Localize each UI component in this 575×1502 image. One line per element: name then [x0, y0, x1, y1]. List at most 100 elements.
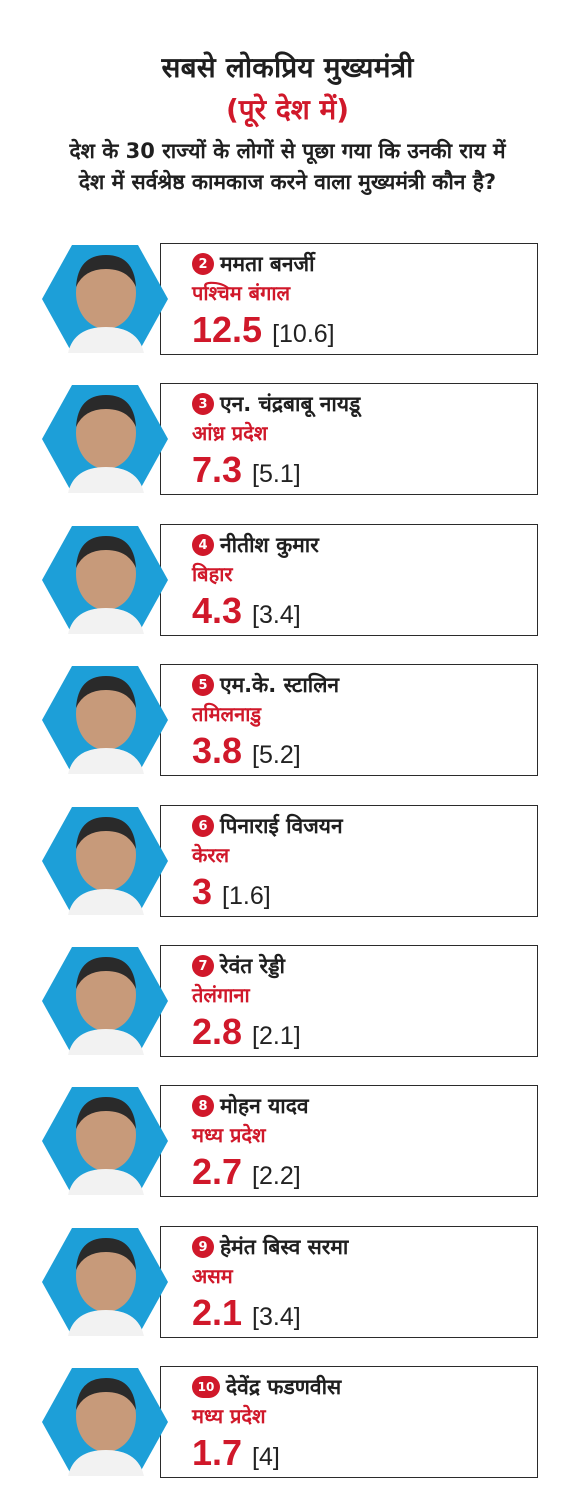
card-frame [160, 945, 538, 1057]
portrait-hair [76, 676, 136, 708]
minister-card: 9 हेमंत बिस्व सरमा असम 2.1 [3.4] [40, 1226, 538, 1338]
portrait-avatar [42, 526, 168, 634]
state-name: पश्चिम बंगाल [192, 281, 291, 305]
minister-card: 3 एन. चंद्रबाबू नायडू आंध्र प्रदेश 7.3 [5.1] [40, 383, 538, 495]
portrait-hair [76, 817, 136, 849]
state-name: बिहार [192, 562, 233, 586]
score-line: 12.5 [10.6] [192, 309, 532, 353]
score-value: 4.3 [192, 590, 243, 631]
previous-score: [1.6] [222, 882, 271, 910]
survey-question: देश के 30 राज्यों के लोगों से पूछा गया क… [69, 139, 506, 194]
score-line: 2.7 [2.2] [192, 1151, 532, 1195]
portrait-avatar [42, 1368, 168, 1476]
minister-card: 5 एम.के. स्टालिन तमिलनाडु 3.8 [5.2] [40, 664, 538, 776]
rank-line: 7 रेवंत रेड्डी [192, 951, 532, 981]
minister-info: 8 मोहन यादव मध्य प्रदेश 2.7 [2.2] [192, 1091, 532, 1195]
score-value: 2.7 [192, 1151, 243, 1192]
portrait-face [76, 538, 136, 610]
previous-score: [10.6] [272, 320, 335, 348]
card-frame [160, 524, 538, 636]
previous-score: [5.2] [252, 741, 301, 769]
minister-info: 3 एन. चंद्रबाबू नायडू आंध्र प्रदेश 7.3 [5.1] [192, 389, 532, 493]
portrait-clothing [68, 608, 144, 634]
rank-line: 4 नीतीश कुमार [192, 530, 532, 560]
minister-name: रेवंत रेड्डी [220, 954, 285, 978]
rank-badge: 4 [192, 534, 214, 556]
card-frame [160, 1366, 538, 1478]
portrait-clothing [68, 467, 144, 493]
card-frame [160, 664, 538, 776]
rank-line: 10 देवेंद्र फडणवीस [192, 1372, 532, 1402]
portrait-clothing [68, 1169, 144, 1195]
minister-name: एम.के. स्टालिन [220, 673, 340, 697]
portrait-face [76, 678, 136, 750]
minister-card: 4 नीतीश कुमार बिहार 4.3 [3.4] [40, 524, 538, 636]
score-line: 1.7 [4] [192, 1432, 532, 1476]
previous-score: [4] [252, 1443, 280, 1471]
minister-name: देवेंद्र फडणवीस [226, 1375, 342, 1399]
score-line: 7.3 [5.1] [192, 449, 532, 493]
minister-name: पिनाराई विजयन [220, 814, 343, 838]
rank-line: 5 एम.के. स्टालिन [192, 670, 532, 700]
minister-name: हेमंत बिस्व सरमा [220, 1235, 349, 1259]
portrait-avatar [42, 385, 168, 493]
previous-score: [3.4] [252, 601, 301, 629]
portrait-hair [76, 1378, 136, 1410]
score-line: 4.3 [3.4] [192, 590, 532, 634]
portrait-avatar [42, 666, 168, 774]
minister-card: 10 देवेंद्र फडणवीस मध्य प्रदेश 1.7 [4] [40, 1366, 538, 1478]
portrait-avatar [42, 807, 168, 915]
rank-badge: 2 [192, 253, 214, 275]
portrait-face [76, 819, 136, 891]
portrait-hair [76, 1238, 136, 1270]
minister-card: 7 रेवंत रेड्डी तेलंगाना 2.8 [2.1] [40, 945, 538, 1057]
minister-name: ममता बनर्जी [220, 252, 315, 276]
state-name: मध्य प्रदेश [192, 1404, 266, 1428]
minister-card: 2 ममता बनर्जी पश्चिम बंगाल 12.5 [10.6] [40, 243, 538, 355]
score-value: 3.8 [192, 730, 243, 771]
portrait-avatar [42, 245, 168, 353]
rank-badge: 10 [192, 1376, 220, 1398]
rank-badge: 5 [192, 674, 214, 696]
card-frame [160, 1085, 538, 1197]
rank-line: 8 मोहन यादव [192, 1091, 532, 1121]
portrait-face [76, 397, 136, 469]
state-name: आंध्र प्रदेश [192, 421, 268, 445]
portrait-hair [76, 395, 136, 427]
rank-badge: 8 [192, 1095, 214, 1117]
portrait-hair [76, 957, 136, 989]
page-title: सबसे लोकप्रिय मुख्यमंत्री [161, 51, 414, 84]
rank-badge: 7 [192, 955, 214, 977]
portrait-avatar [42, 947, 168, 1055]
portrait-clothing [68, 1310, 144, 1336]
previous-score: [2.2] [252, 1162, 301, 1190]
card-frame [160, 383, 538, 495]
minister-info: 4 नीतीश कुमार बिहार 4.3 [3.4] [192, 530, 532, 634]
rank-line: 9 हेमंत बिस्व सरमा [192, 1232, 532, 1262]
score-value: 3 [192, 871, 213, 912]
score-line: 3 [1.6] [192, 871, 532, 915]
minister-info: 6 पिनाराई विजयन केरल 3 [1.6] [192, 811, 532, 915]
minister-name: एन. चंद्रबाबू नायडू [220, 392, 361, 416]
rank-line: 3 एन. चंद्रबाबू नायडू [192, 389, 532, 419]
score-value: 2.1 [192, 1292, 243, 1333]
portrait-face [76, 1099, 136, 1171]
portrait-face [76, 257, 136, 329]
previous-score: [5.1] [252, 460, 301, 488]
card-frame [160, 805, 538, 917]
score-value: 7.3 [192, 449, 243, 490]
minister-card: 6 पिनाराई विजयन केरल 3 [1.6] [40, 805, 538, 917]
portrait-face [76, 1240, 136, 1312]
minister-info: 9 हेमंत बिस्व सरमा असम 2.1 [3.4] [192, 1232, 532, 1336]
portrait-avatar [42, 1228, 168, 1336]
score-value: 12.5 [192, 309, 263, 350]
score-value: 1.7 [192, 1432, 243, 1473]
minister-info: 7 रेवंत रेड्डी तेलंगाना 2.8 [2.1] [192, 951, 532, 1055]
score-value: 2.8 [192, 1011, 243, 1052]
state-name: तेलंगाना [192, 983, 250, 1007]
portrait-face [76, 959, 136, 1031]
rank-badge: 9 [192, 1236, 214, 1258]
score-line: 2.8 [2.1] [192, 1011, 532, 1055]
rank-badge: 6 [192, 815, 214, 837]
score-line: 2.1 [3.4] [192, 1292, 532, 1336]
